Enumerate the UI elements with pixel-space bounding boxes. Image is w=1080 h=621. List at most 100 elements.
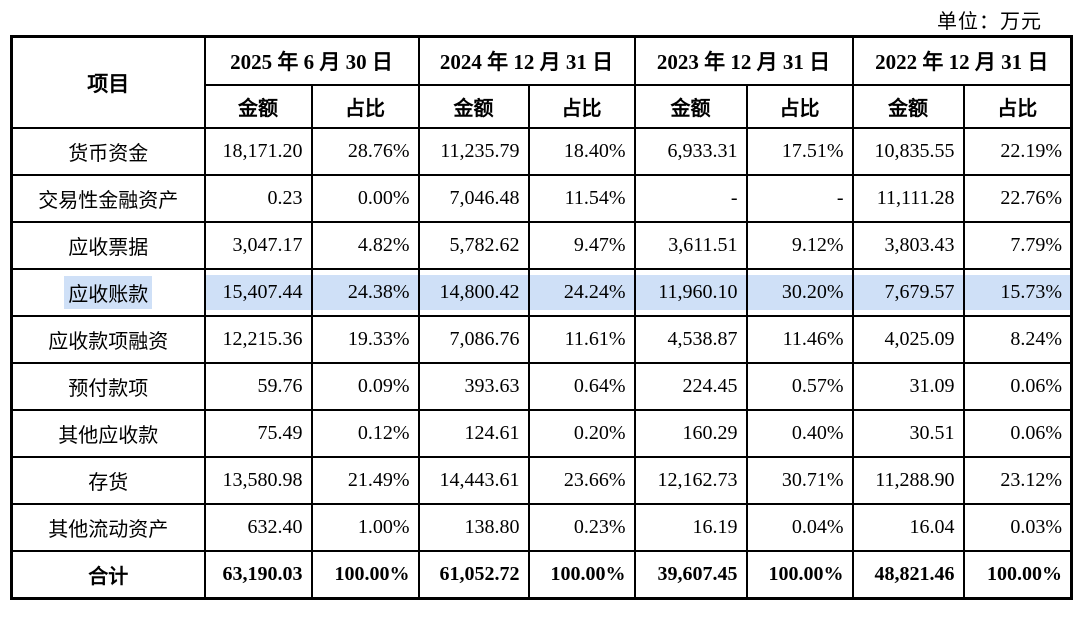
row-label: 合计: [10, 550, 206, 599]
amount-cell: 4,025.09: [851, 315, 965, 364]
ratio-cell: 17.51%: [745, 127, 854, 176]
table-row: 货币资金 18,171.20 28.76% 11,235.79 18.40% 6,933.…: [10, 127, 1073, 176]
row-label-text: 交易性金融资产: [38, 190, 179, 212]
ratio-cell: 7.79%: [962, 221, 1073, 270]
amount-cell: 61,052.72: [417, 550, 530, 599]
sub-header-amount: 金额: [417, 84, 530, 129]
table-row: 应收票据 3,047.17 4.82% 5,782.62 9.47% 3,611.51 9.…: [10, 221, 1073, 270]
ratio-cell: 100.00%: [310, 550, 420, 599]
amount-cell: 59.76: [203, 362, 313, 411]
ratio-cell: 11.61%: [527, 315, 636, 364]
amount-cell: 16.19: [633, 503, 748, 552]
ratio-cell: 8.24%: [962, 315, 1073, 364]
sub-header-ratio: 占比: [310, 84, 420, 129]
amount-cell: 224.45: [633, 362, 748, 411]
ratio-cell: 24.38%: [310, 268, 420, 317]
sub-header-amount: 金额: [203, 84, 313, 129]
row-label-text: 货币资金: [68, 143, 149, 165]
ratio-cell: 4.82%: [310, 221, 420, 270]
amount-cell: 14,443.61: [417, 456, 530, 505]
table-row: 其他流动资产 632.40 1.00% 138.80 0.23% 16.19 0.04% 16…: [10, 503, 1073, 552]
ratio-cell: 24.24%: [527, 268, 636, 317]
col-group-2022: 2022 年 12 月 31 日: [851, 35, 1073, 86]
row-label: 预付款项: [10, 362, 206, 411]
col-group-2024: 2024 年 12 月 31 日: [417, 35, 636, 86]
amount-cell: 3,803.43: [851, 221, 965, 270]
amount-cell: 48,821.46: [851, 550, 965, 599]
corner-header: 项目: [10, 35, 206, 129]
amount-cell: 63,190.03: [203, 550, 313, 599]
table-row: 交易性金融资产 0.23 0.00% 7,046.48 11.54% - -11,111.2…: [10, 174, 1073, 223]
amount-cell: 75.49: [203, 409, 313, 458]
table-row: 应收账款 15,407.44 24.38% 14,800.42 24.24% 11,960…: [10, 268, 1073, 317]
row-label-text: 其他应收款: [58, 425, 159, 447]
ratio-cell: 28.76%: [310, 127, 420, 176]
ratio-cell: 30.20%: [745, 268, 854, 317]
ratio-cell: 0.12%: [310, 409, 420, 458]
ratio-cell: 22.19%: [962, 127, 1073, 176]
row-label: 存货: [10, 456, 206, 505]
amount-cell: 138.80: [417, 503, 530, 552]
amount-cell: 393.63: [417, 362, 530, 411]
table-row: 其他应收款 75.49 0.12% 124.61 0.20% 160.29 0.40% 30.…: [10, 409, 1073, 458]
amount-cell: 160.29: [633, 409, 748, 458]
amount-cell: 3,047.17: [203, 221, 313, 270]
ratio-cell: -: [745, 174, 854, 223]
row-label-text: 合计: [88, 565, 129, 588]
ratio-cell: 100.00%: [962, 550, 1073, 599]
row-label: 应收款项融资: [10, 315, 206, 364]
amount-cell: 31.09: [851, 362, 965, 411]
amount-cell: 12,215.36: [203, 315, 313, 364]
amount-cell: 16.04: [851, 503, 965, 552]
ratio-cell: 22.76%: [962, 174, 1073, 223]
amount-cell: 15,407.44: [203, 268, 313, 317]
amount-cell: 11,111.28: [851, 174, 965, 223]
ratio-cell: 0.06%: [962, 362, 1073, 411]
row-label: 应收票据: [10, 221, 206, 270]
row-label-text: 存货: [88, 472, 129, 494]
amount-cell: 11,235.79: [417, 127, 530, 176]
amount-cell: -: [633, 174, 748, 223]
table-row: 预付款项 59.76 0.09% 393.63 0.64% 224.45 0.57% 31.0…: [10, 362, 1073, 411]
col-group-2023: 2023 年 12 月 31 日: [633, 35, 854, 86]
ratio-cell: 11.46%: [745, 315, 854, 364]
row-label: 应收账款: [10, 268, 206, 317]
header-date-row: 项目 2025 年 6 月 30 日 2024 年 12 月 31 日 2023…: [10, 35, 1073, 129]
ratio-cell: 0.03%: [962, 503, 1073, 552]
ratio-cell: 1.00%: [310, 503, 420, 552]
amount-cell: 18,171.20: [203, 127, 313, 176]
ratio-cell: 0.20%: [527, 409, 636, 458]
ratio-cell: 18.40%: [527, 127, 636, 176]
amount-cell: 11,960.10: [633, 268, 748, 317]
row-label: 交易性金融资产: [10, 174, 206, 223]
ratio-cell: 0.09%: [310, 362, 420, 411]
amount-cell: 3,611.51: [633, 221, 748, 270]
table-row: 合计 63,190.03 100.00% 61,052.72 100.00% 39,607…: [10, 550, 1073, 599]
sub-header-amount: 金额: [851, 84, 965, 129]
sub-header-ratio: 占比: [962, 84, 1073, 129]
ratio-cell: 15.73%: [962, 268, 1073, 317]
amount-cell: 7,086.76: [417, 315, 530, 364]
ratio-cell: 21.49%: [310, 456, 420, 505]
amount-cell: 0.23: [203, 174, 313, 223]
amount-cell: 124.61: [417, 409, 530, 458]
table-body: 货币资金 18,171.20 28.76% 11,235.79 18.40% 6,933.…: [10, 127, 1073, 599]
ratio-cell: 100.00%: [527, 550, 636, 599]
ratio-cell: 0.57%: [745, 362, 854, 411]
row-label-text: 其他流动资产: [48, 519, 169, 541]
ratio-cell: 30.71%: [745, 456, 854, 505]
row-label-text: 应收票据: [68, 237, 149, 259]
amount-cell: 6,933.31: [633, 127, 748, 176]
current-assets-table: 项目 2025 年 6 月 30 日 2024 年 12 月 31 日 2023…: [10, 35, 1073, 600]
ratio-cell: 0.40%: [745, 409, 854, 458]
ratio-cell: 23.12%: [962, 456, 1073, 505]
ratio-cell: 0.00%: [310, 174, 420, 223]
table-row: 存货 13,580.98 21.49% 14,443.61 23.66% 12,162.7…: [10, 456, 1073, 505]
col-group-2025: 2025 年 6 月 30 日: [203, 35, 420, 86]
row-label-text: 预付款项: [68, 378, 149, 400]
amount-cell: 4,538.87: [633, 315, 748, 364]
ratio-cell: 0.23%: [527, 503, 636, 552]
amount-cell: 7,679.57: [851, 268, 965, 317]
sub-header-ratio: 占比: [745, 84, 854, 129]
